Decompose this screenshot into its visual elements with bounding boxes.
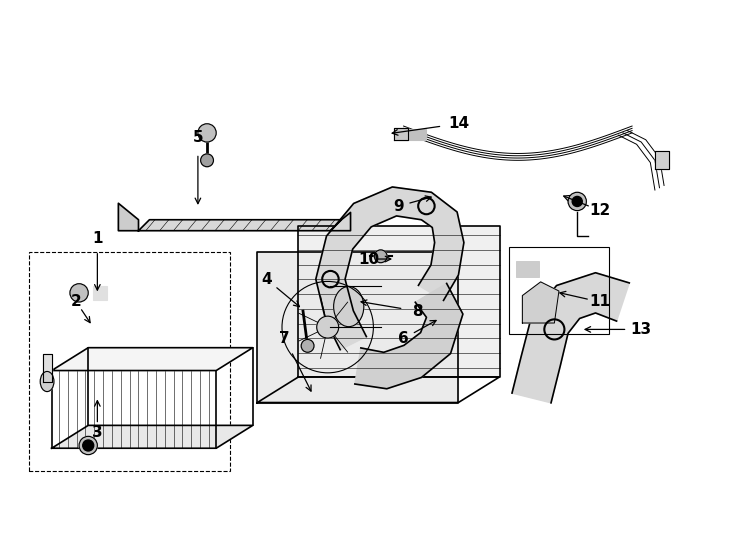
Circle shape bbox=[83, 440, 94, 451]
Polygon shape bbox=[512, 273, 629, 403]
Circle shape bbox=[568, 192, 586, 211]
Text: 10: 10 bbox=[358, 252, 379, 267]
Polygon shape bbox=[51, 426, 252, 448]
Polygon shape bbox=[139, 220, 341, 231]
Polygon shape bbox=[43, 354, 51, 382]
Bar bbox=[516, 261, 539, 278]
Bar bbox=[509, 247, 609, 334]
Polygon shape bbox=[316, 187, 464, 350]
Circle shape bbox=[70, 284, 88, 302]
Text: 12: 12 bbox=[589, 203, 611, 218]
Polygon shape bbox=[51, 348, 252, 370]
Circle shape bbox=[317, 316, 338, 338]
Circle shape bbox=[198, 124, 217, 142]
Ellipse shape bbox=[334, 286, 364, 327]
Polygon shape bbox=[355, 284, 463, 389]
Text: 9: 9 bbox=[393, 199, 404, 213]
Ellipse shape bbox=[40, 372, 54, 392]
Text: 3: 3 bbox=[92, 425, 103, 440]
Circle shape bbox=[301, 340, 314, 352]
Circle shape bbox=[374, 250, 387, 262]
Circle shape bbox=[200, 154, 214, 167]
Text: 14: 14 bbox=[448, 116, 469, 131]
Bar bbox=[399, 129, 426, 140]
Text: 7: 7 bbox=[280, 331, 290, 346]
Text: 8: 8 bbox=[412, 303, 423, 319]
Polygon shape bbox=[655, 151, 669, 170]
Polygon shape bbox=[118, 203, 139, 231]
Polygon shape bbox=[523, 282, 559, 323]
Text: 11: 11 bbox=[589, 294, 611, 309]
Polygon shape bbox=[394, 129, 408, 140]
Text: 6: 6 bbox=[398, 331, 409, 346]
Bar bbox=[92, 286, 106, 300]
Circle shape bbox=[79, 436, 98, 455]
Text: 13: 13 bbox=[631, 322, 652, 337]
Polygon shape bbox=[299, 226, 500, 377]
Polygon shape bbox=[258, 252, 459, 402]
Text: 2: 2 bbox=[71, 294, 81, 309]
Text: 5: 5 bbox=[192, 130, 203, 145]
Circle shape bbox=[573, 197, 582, 206]
Polygon shape bbox=[330, 212, 351, 231]
Text: 4: 4 bbox=[261, 272, 272, 287]
Text: 1: 1 bbox=[92, 231, 103, 246]
